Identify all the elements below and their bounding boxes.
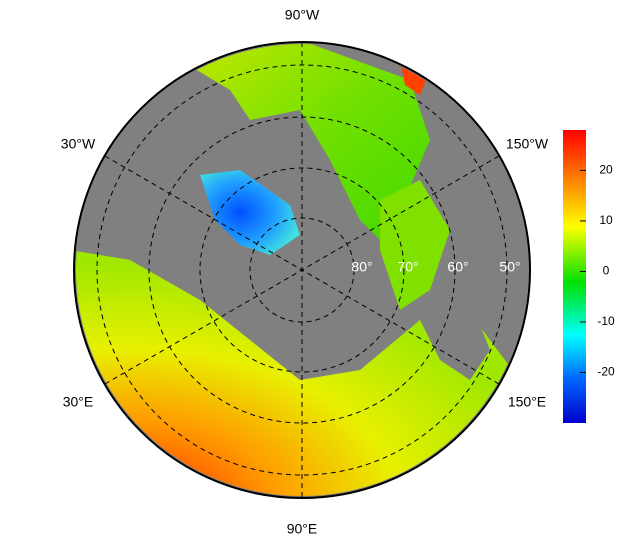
longitude-label: 150°E bbox=[508, 394, 546, 410]
longitude-label: 90°W bbox=[285, 7, 320, 23]
longitude-label: 30°E bbox=[63, 394, 94, 410]
colorbar-tick-label: 20 bbox=[599, 163, 613, 177]
latitude-label: 80° bbox=[351, 259, 372, 275]
colorbar-tick-label: 0 bbox=[603, 264, 610, 278]
eurasia-field bbox=[76, 250, 520, 496]
alaska-field bbox=[380, 180, 450, 310]
colorbar-tick-label: -20 bbox=[597, 365, 615, 379]
latitude-label: 50° bbox=[499, 259, 520, 275]
colorbar-tick-label: 10 bbox=[599, 213, 613, 227]
graticule bbox=[96, 42, 508, 498]
latitude-label: 60° bbox=[447, 259, 468, 275]
longitude-label: 30°W bbox=[61, 136, 96, 152]
map-disk bbox=[73, 41, 531, 499]
longitude-label: 150°W bbox=[506, 136, 549, 152]
longitude-label: 90°E bbox=[287, 521, 318, 537]
colorbar bbox=[563, 130, 586, 423]
greenland-field bbox=[200, 170, 300, 255]
north-america-field bbox=[180, 44, 430, 250]
latitude-label: 70° bbox=[397, 259, 418, 275]
colorbar-tick-label: -10 bbox=[597, 314, 615, 328]
pacific bbox=[420, 290, 490, 380]
